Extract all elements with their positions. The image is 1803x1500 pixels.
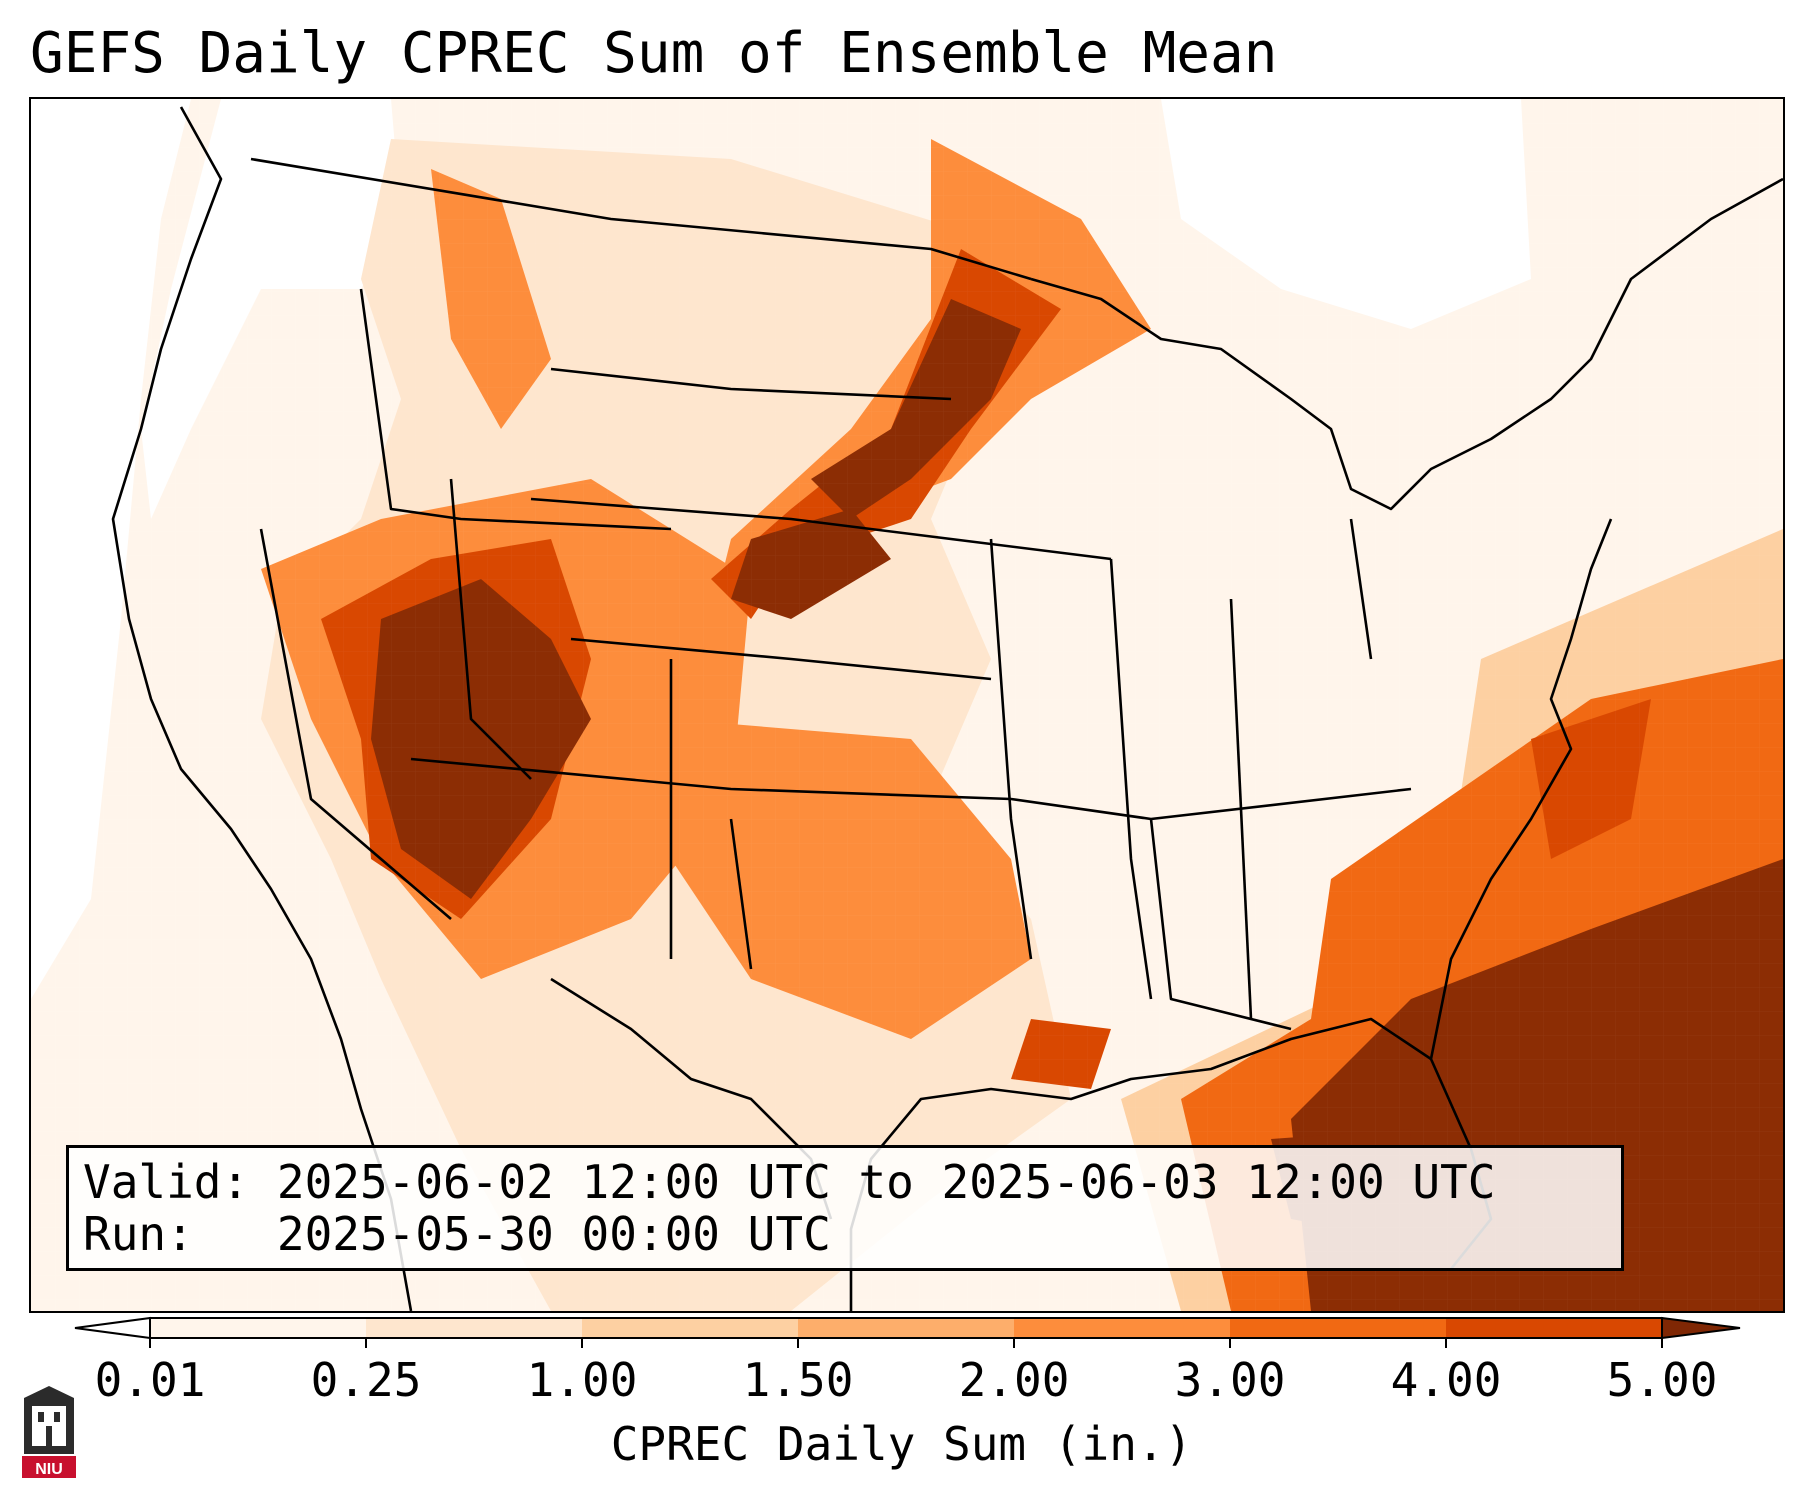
colorbar-tick-label: 5.00: [1606, 1353, 1718, 1407]
precip-map-svg: [31, 99, 1783, 1311]
colorbar-cell: [150, 1318, 367, 1338]
colorbar-tick-label: 3.00: [1174, 1353, 1286, 1407]
colorbar-cell: [1446, 1318, 1663, 1338]
valid-value: 2025-06-02 12:00 UTC to 2025-06-03 12:00…: [276, 1155, 1496, 1209]
colorbar-over-extend: [1661, 1316, 1741, 1340]
west-coastline: [111, 106, 413, 1311]
canada-border-west: [250, 157, 1032, 281]
map-title: GEFS Daily CPREC Sum of Ensemble Mean: [30, 21, 1278, 86]
state-line-8: [1109, 558, 1153, 1000]
state-line-5: [410, 757, 1412, 821]
colorbar-title: CPREC Daily Sum (in.): [610, 1417, 1193, 1471]
valid-run-info-box: Valid: 2025-06-02 12:00 UTC to 2025-06-0…: [66, 1145, 1624, 1271]
colorbar-tick-label: 1.00: [526, 1353, 638, 1407]
colorbar-ticks: [149, 1338, 1663, 1348]
state-line-6: [729, 818, 753, 970]
colorbar-cell: [366, 1318, 583, 1338]
colorbar-tick-label: 1.50: [742, 1353, 854, 1407]
colorbar-cell: [1230, 1318, 1447, 1338]
colorbar-cell: [582, 1318, 799, 1338]
valid-row: Valid: 2025-06-02 12:00 UTC to 2025-06-0…: [83, 1156, 1607, 1208]
colorbar-cell: [798, 1318, 1015, 1338]
logo-text: NIU: [35, 1461, 63, 1478]
state-line-7: [989, 538, 1033, 960]
colorbar-tick-label: 4.00: [1390, 1353, 1502, 1407]
state-line-2: [550, 367, 952, 401]
state-line-10: [1349, 518, 1373, 660]
valid-label: Valid:: [83, 1155, 250, 1209]
map-panel: [29, 97, 1785, 1313]
run-value: 2025-05-30 00:00 UTC: [276, 1207, 831, 1261]
colorbar-tick-label: 2.00: [958, 1353, 1070, 1407]
colorbar-under-extend: [74, 1316, 151, 1340]
state-line-4: [570, 637, 992, 681]
great-lakes-coast: [1030, 177, 1783, 511]
colorbar-frame: [149, 1317, 1663, 1339]
state-line-3: [530, 497, 1112, 561]
state-line-14: [1149, 818, 1292, 1031]
colorbar-tick-label: 0.01: [94, 1353, 206, 1407]
niu-logo-icon: NIU: [22, 1386, 76, 1478]
state-line-9: [1229, 598, 1253, 1020]
run-label: Run:: [83, 1207, 194, 1261]
colorbar-cell: [1014, 1318, 1231, 1338]
state-line-1: [359, 288, 672, 531]
state-line-11: [449, 478, 532, 780]
colorbar-cells: [74, 1316, 1741, 1340]
run-row: Run: 2025-05-30 00:00 UTC: [83, 1208, 1607, 1260]
state-line-12: [259, 528, 452, 920]
colorbar-tick-label: 0.25: [310, 1353, 422, 1407]
model-grid-overlay: [31, 99, 1783, 1311]
